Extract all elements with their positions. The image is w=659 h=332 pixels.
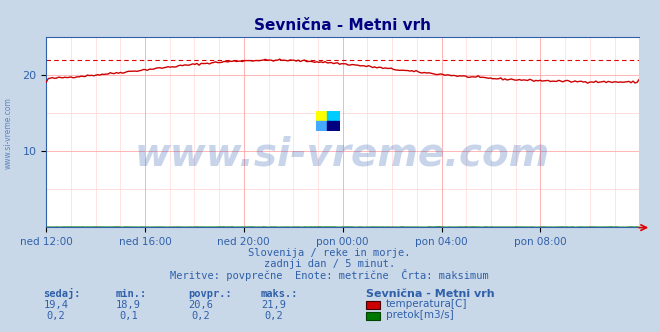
Text: min.:: min.: bbox=[115, 289, 146, 299]
Text: maks.:: maks.: bbox=[260, 289, 298, 299]
Text: temperatura[C]: temperatura[C] bbox=[386, 299, 467, 309]
Text: Meritve: povprečne  Enote: metrične  Črta: maksimum: Meritve: povprečne Enote: metrične Črta:… bbox=[170, 269, 489, 281]
Text: 20,6: 20,6 bbox=[188, 300, 214, 310]
Title: Sevnična - Metni vrh: Sevnična - Metni vrh bbox=[254, 18, 431, 33]
Text: pretok[m3/s]: pretok[m3/s] bbox=[386, 310, 453, 320]
Text: Sevnična - Metni vrh: Sevnična - Metni vrh bbox=[366, 289, 494, 299]
Text: 0,2: 0,2 bbox=[264, 311, 283, 321]
Text: www.si-vreme.com: www.si-vreme.com bbox=[135, 136, 550, 174]
Text: www.si-vreme.com: www.si-vreme.com bbox=[3, 97, 13, 169]
Text: 21,9: 21,9 bbox=[261, 300, 286, 310]
Text: 0,2: 0,2 bbox=[47, 311, 65, 321]
Text: 0,2: 0,2 bbox=[192, 311, 210, 321]
Text: Slovenija / reke in morje.: Slovenija / reke in morje. bbox=[248, 248, 411, 258]
Text: 0,1: 0,1 bbox=[119, 311, 138, 321]
Text: zadnji dan / 5 minut.: zadnji dan / 5 minut. bbox=[264, 259, 395, 269]
Text: 19,4: 19,4 bbox=[43, 300, 69, 310]
Text: povpr.:: povpr.: bbox=[188, 289, 231, 299]
Text: sedaj:: sedaj: bbox=[43, 288, 80, 299]
Text: 18,9: 18,9 bbox=[116, 300, 141, 310]
